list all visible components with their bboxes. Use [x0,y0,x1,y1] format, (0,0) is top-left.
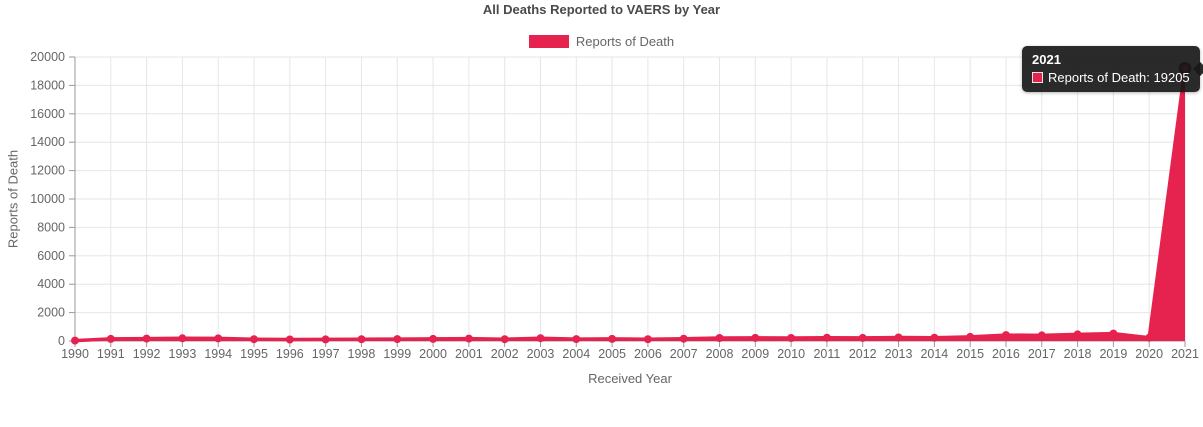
data-point[interactable] [858,333,867,342]
x-tick-label: 2007 [670,347,698,361]
data-point[interactable] [142,334,151,343]
data-point[interactable] [966,332,975,341]
y-tick-label: 8000 [37,220,65,234]
area-series [75,68,1185,342]
data-point[interactable] [393,335,402,344]
data-point[interactable] [894,333,903,342]
x-tick-label: 2000 [419,347,447,361]
y-tick-label: 2000 [37,306,65,320]
data-point[interactable] [643,335,652,344]
data-point[interactable] [285,335,294,344]
data-point[interactable] [1109,329,1118,338]
x-tick-label: 2010 [777,347,805,361]
x-tick-label: 2012 [849,347,877,361]
x-tick-label: 2003 [527,347,555,361]
data-point[interactable] [321,335,330,344]
x-tick-label: 2008 [706,347,734,361]
data-point[interactable] [250,335,258,344]
x-tick-label: 2015 [956,347,984,361]
x-tick-label: 2001 [455,347,483,361]
chart-title: All Deaths Reported to VAERS by Year [482,2,721,17]
x-tick-label: 1994 [204,347,232,361]
legend[interactable]: Reports of Death [0,33,1203,49]
data-point[interactable] [1073,330,1082,339]
data-point[interactable] [787,334,796,342]
x-tick-label: 2009 [741,347,769,361]
x-tick-label: 2013 [885,347,913,361]
x-tick-label: 2017 [1028,347,1056,361]
x-tick-label: 2018 [1064,347,1092,361]
y-tick-label: 0 [58,334,65,348]
tooltip: 2021 Reports of Death: 19205 [1022,46,1203,92]
x-tick-label: 2004 [562,347,590,361]
y-tick-label: 18000 [30,78,65,92]
x-tick-label: 2014 [920,347,948,361]
x-tick-label: 1996 [276,347,304,361]
x-tick-label: 1990 [61,347,89,361]
data-point[interactable] [572,335,581,344]
data-point[interactable] [608,334,617,343]
line-series [73,66,1187,343]
data-point[interactable] [214,334,223,343]
x-tick-label: 1999 [383,347,411,361]
data-point[interactable] [751,333,760,342]
x-tick-label: 2005 [598,347,626,361]
y-tick-label: 4000 [37,277,65,291]
tooltip-value: Reports of Death: 19205 [1048,70,1190,85]
x-tick-label: 2016 [992,347,1020,361]
legend-label: Reports of Death [575,33,675,49]
x-tick-label: 1993 [169,347,197,361]
data-point[interactable] [178,334,187,343]
y-tick-label: 12000 [30,164,65,178]
x-tick-label: 2019 [1099,347,1127,361]
data-point[interactable] [822,333,831,342]
x-tick-label: 2006 [634,347,662,361]
data-point[interactable] [1037,331,1046,340]
x-tick-label: 1997 [312,347,340,361]
x-tick-label: 2020 [1135,347,1163,361]
y-tick-label: 16000 [30,107,65,121]
data-point[interactable] [429,334,438,343]
x-tick-label: 1998 [348,347,376,361]
y-tick-label: 10000 [30,192,65,206]
tooltip-arrow [1192,61,1203,77]
x-tick-label: 2011 [813,347,840,361]
data-point[interactable] [536,334,545,343]
data-point[interactable] [715,334,724,342]
x-tick-label: 2021 [1171,347,1199,361]
y-tick-label: 14000 [30,135,65,149]
data-point[interactable] [1145,333,1154,342]
data-point[interactable] [106,334,115,343]
data-point[interactable] [464,334,473,343]
y-tick-label: 6000 [37,249,65,263]
data-point[interactable] [1002,331,1010,340]
data-point[interactable] [500,335,509,344]
tooltip-series-swatch-icon [1032,72,1043,83]
data-point[interactable] [357,335,366,344]
x-tick-label: 1995 [240,347,268,361]
x-tick-label: 1991 [97,347,125,361]
data-point[interactable] [930,333,939,342]
data-point[interactable] [71,336,79,345]
y-tick-label: 20000 [30,50,65,64]
tooltip-title: 2021 [1032,52,1061,67]
x-axis-title: Received Year [588,371,672,386]
x-tick-label: 1992 [133,347,161,361]
legend-swatch-icon [528,34,569,48]
x-tick-label: 2002 [491,347,519,361]
data-point[interactable] [679,334,688,343]
